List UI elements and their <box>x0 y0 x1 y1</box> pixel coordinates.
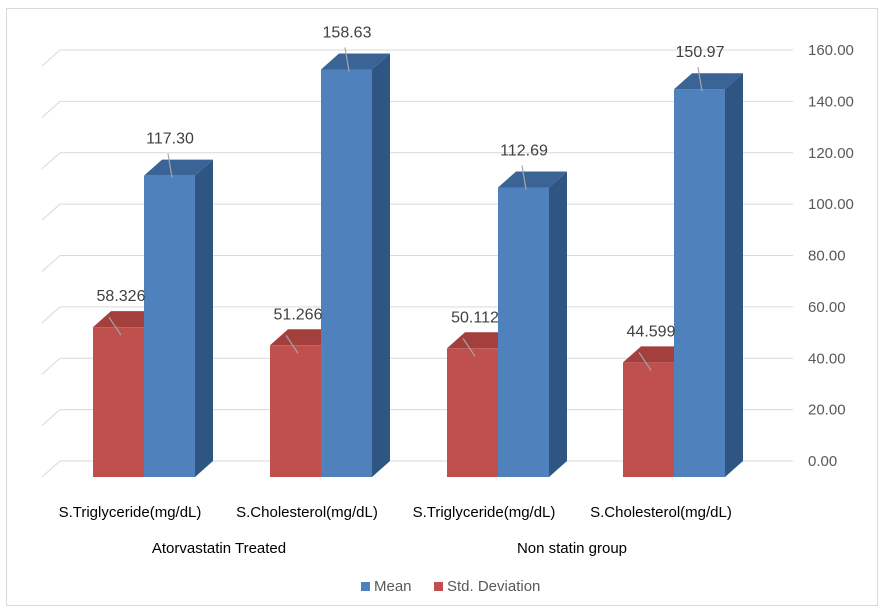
legend-label: Std. Deviation <box>447 578 540 595</box>
bar-mean-front <box>498 187 549 477</box>
leader-line <box>638 352 652 371</box>
bar-mean-top <box>144 159 213 176</box>
bar-std-deviation-front <box>270 345 321 477</box>
legend-label: Mean <box>374 578 412 595</box>
y-tick-label: 20.00 <box>808 402 846 419</box>
y-tick-label: 160.00 <box>808 42 854 59</box>
gridline-depth <box>41 306 61 324</box>
bar-mean-top <box>674 73 743 90</box>
data-label-mean: 158.63 <box>323 25 372 42</box>
bar-mean-front <box>144 175 195 478</box>
data-label-mean: 112.69 <box>500 143 548 160</box>
legend: Mean Std. Deviation <box>361 578 540 595</box>
bar-mean-side <box>195 159 213 478</box>
category-label: S.Cholesterol(mg/dL) <box>236 504 378 521</box>
category-label: S.Triglyceride(mg/dL) <box>59 504 202 521</box>
bars <box>93 53 743 478</box>
data-label-std-deviation: 50.112 <box>451 309 499 326</box>
data-label-std-deviation: 58.326 <box>97 288 146 305</box>
leader-line <box>108 316 122 336</box>
leader-line <box>521 165 527 190</box>
data-labels: 58.326 117.30 51.266 158.63 50.112 112.69 44.5… <box>97 25 725 371</box>
y-tick-label: 100.00 <box>808 196 854 213</box>
y-tick-label: 0.00 <box>808 453 837 470</box>
bar-std-deviation-front <box>447 348 498 477</box>
bar-mean-side <box>549 171 567 477</box>
legend-swatch <box>434 582 443 591</box>
group-label: Atorvastatin Treated <box>152 540 286 557</box>
gridline-depth <box>41 409 61 426</box>
data-label-mean: 117.30 <box>146 131 194 148</box>
leader-line <box>167 153 173 178</box>
gridline-depth <box>41 101 61 118</box>
bar-std-deviation-front <box>93 327 144 477</box>
bar-mean-front <box>674 89 725 478</box>
bar-mean-top <box>498 171 567 188</box>
bar-std-deviation-front <box>623 362 674 477</box>
y-tick-label: 80.00 <box>808 248 846 265</box>
gridline-depth <box>41 203 61 221</box>
bar-mean-side <box>725 73 743 478</box>
category-label: S.Cholesterol(mg/dL) <box>590 504 732 521</box>
category-labels: S.Triglyceride(mg/dL) S.Cholesterol(mg/dL… <box>59 504 732 557</box>
gridline-depth <box>41 152 61 170</box>
y-tick-label: 120.00 <box>808 145 854 162</box>
gridline-depth <box>41 357 61 375</box>
bar-mean-top <box>321 53 390 70</box>
gridline-depth <box>41 49 61 67</box>
gridline-depth <box>41 460 61 478</box>
bar-mean-side <box>372 53 390 477</box>
leader-line <box>462 337 476 357</box>
y-tick-label: 140.00 <box>808 93 854 110</box>
leader-line <box>344 47 350 72</box>
group-label: Non statin group <box>517 540 627 557</box>
y-tick-label: 60.00 <box>808 299 846 316</box>
data-label-mean: 150.97 <box>676 44 725 61</box>
gridline-depth <box>41 255 61 272</box>
bar-mean-front <box>321 69 372 477</box>
data-label-std-deviation: 51.266 <box>274 306 323 323</box>
leader-line <box>285 334 299 354</box>
leader-line <box>697 67 703 92</box>
legend-swatch <box>361 582 370 591</box>
y-axis-ticks: 0.00 20.00 40.00 60.00 80.00 100.00 120.00 140.… <box>808 42 854 470</box>
data-label-std-deviation: 44.599 <box>627 323 676 340</box>
y-tick-label: 40.00 <box>808 350 846 367</box>
category-label: S.Triglyceride(mg/dL) <box>413 504 556 521</box>
